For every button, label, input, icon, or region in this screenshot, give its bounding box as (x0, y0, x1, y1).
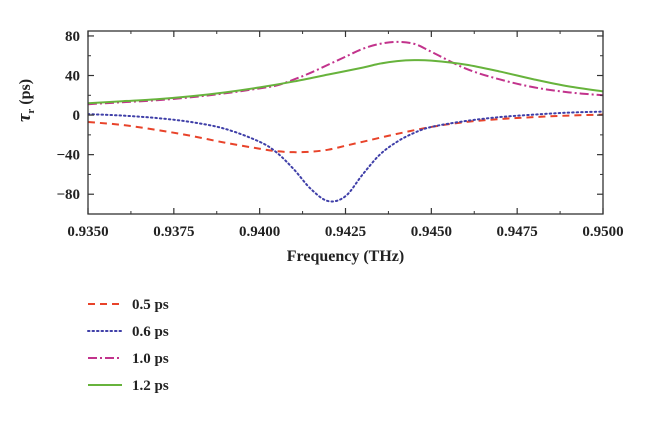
y-axis-title: τr (ps) (14, 79, 37, 122)
x-tick-label: 0.9400 (239, 224, 280, 240)
series-line-2 (88, 110, 603, 203)
y-tick-label: −80 (56, 187, 80, 203)
legend-label: 0.6 ps (132, 324, 169, 340)
x-tick-label: 0.9375 (153, 224, 194, 240)
legend-item: 1.0 ps (88, 351, 169, 367)
series-line-3 (88, 40, 603, 106)
y-tick-label: −40 (56, 148, 80, 164)
legend-item: 1.2 ps (88, 378, 169, 394)
y-tick-label: 40 (65, 69, 80, 85)
legend: 0.5 ps 0.6 ps 1.0 ps 1.2 ps (87, 297, 169, 394)
x-tick-label: 0.9425 (325, 224, 366, 240)
y-tick-label: 0 (73, 108, 81, 124)
legend-label: 1.0 ps (132, 351, 169, 367)
x-axis-title: Frequency (THz) (287, 248, 404, 265)
series-line-4 (88, 59, 603, 105)
y-tick-label: 80 (65, 29, 80, 45)
x-tick-label: 0.9500 (582, 224, 623, 240)
plot-area (88, 40, 603, 203)
x-tick-label: 0.9350 (67, 224, 108, 240)
legend-item: 0.5 ps (88, 297, 169, 313)
legend-label: 0.5 ps (132, 297, 169, 313)
x-tick-label: 0.9475 (497, 224, 538, 240)
x-tick-label: 0.9450 (411, 224, 452, 240)
legend-item: 0.6 ps (87, 324, 169, 340)
plot-frame (87, 30, 604, 215)
legend-label: 1.2 ps (132, 378, 169, 394)
axes: 0.9350 0.9375 0.9400 0.9425 0.9450 0.9475 0.95… (14, 29, 624, 265)
series-line-1 (88, 113, 603, 154)
